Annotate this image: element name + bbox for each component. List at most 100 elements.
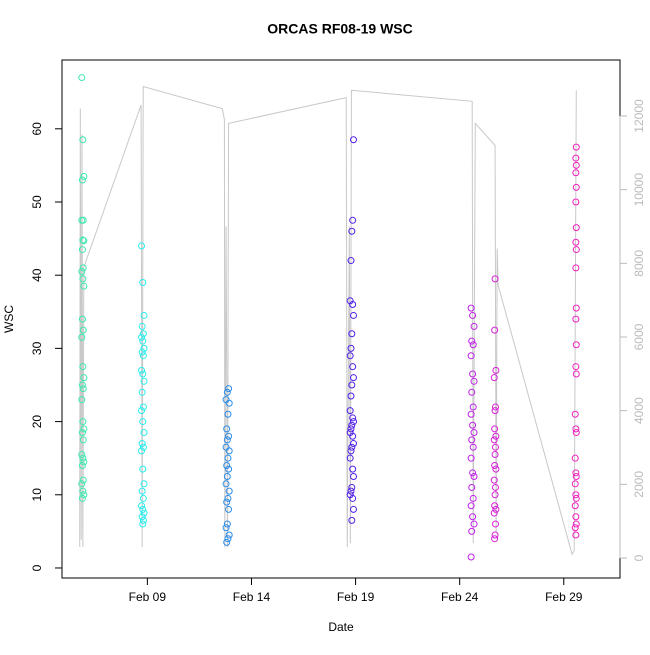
- data-point: [78, 451, 86, 459]
- data-point: [349, 418, 357, 426]
- data-point: [467, 410, 475, 418]
- data-point: [470, 429, 478, 437]
- y-tick-label: 10: [30, 488, 44, 502]
- data-point: [349, 311, 357, 319]
- data-point: [138, 513, 146, 521]
- data-point: [572, 143, 580, 151]
- data-point: [572, 491, 580, 499]
- data-point: [467, 502, 475, 510]
- data-point: [491, 483, 499, 491]
- data-point: [492, 505, 500, 513]
- data-point: [491, 451, 499, 459]
- data-point: [79, 236, 87, 244]
- data-point: [139, 418, 147, 426]
- data-point: [348, 443, 356, 451]
- data-point: [222, 480, 230, 488]
- data-point: [491, 535, 499, 543]
- data-point: [223, 461, 231, 469]
- data-point: [80, 458, 88, 466]
- y2-tick-label: 10000: [632, 173, 646, 207]
- y-tick-label: 30: [30, 341, 44, 355]
- data-point: [571, 502, 579, 510]
- data-point: [572, 315, 580, 323]
- data-point: [349, 136, 357, 144]
- data-point: [139, 494, 147, 502]
- data-point: [224, 410, 232, 418]
- data-point: [79, 363, 87, 371]
- data-point: [347, 425, 355, 433]
- data-point: [140, 377, 148, 385]
- data-point: [572, 183, 580, 191]
- data-point: [139, 443, 147, 451]
- data-point: [490, 509, 498, 517]
- data-point: [571, 480, 579, 488]
- data-point: [139, 465, 147, 473]
- data-point: [139, 352, 147, 360]
- data-point: [347, 344, 355, 352]
- data-point: [78, 268, 86, 276]
- data-point: [349, 363, 357, 371]
- data-point: [78, 480, 86, 488]
- data-point: [138, 388, 146, 396]
- y-tick-label: 50: [30, 195, 44, 209]
- y2-tick-label: 4000: [632, 397, 646, 424]
- data-point: [572, 304, 580, 312]
- data-point: [139, 403, 147, 411]
- data-point: [348, 330, 356, 338]
- data-point: [80, 237, 88, 245]
- data-point: [79, 418, 87, 426]
- y-tick-label: 20: [30, 415, 44, 429]
- data-point: [467, 352, 475, 360]
- data-point: [225, 465, 233, 473]
- x-axis-label: Date: [328, 620, 354, 634]
- data-point: [139, 330, 147, 338]
- data-point: [469, 370, 477, 378]
- data-point: [572, 246, 580, 254]
- data-point: [224, 494, 232, 502]
- data-point: [225, 432, 233, 440]
- data-point: [491, 531, 499, 539]
- data-point: [139, 337, 147, 345]
- y2-tick-label: 2000: [632, 471, 646, 498]
- data-point: [470, 377, 478, 385]
- data-point: [138, 447, 146, 455]
- data-point: [138, 366, 146, 374]
- data-point: [78, 333, 86, 341]
- data-point: [80, 282, 88, 290]
- data-point: [491, 520, 499, 528]
- data-point: [470, 472, 478, 480]
- data-point: [469, 513, 477, 521]
- data-point: [467, 454, 475, 462]
- data-point: [225, 531, 233, 539]
- data-point: [572, 494, 580, 502]
- data-point: [468, 337, 476, 345]
- data-point: [79, 264, 87, 272]
- data-point: [140, 344, 148, 352]
- data-point: [490, 476, 498, 484]
- data-point: [349, 465, 357, 473]
- data-point: [492, 432, 500, 440]
- y2-tick-label: 6000: [632, 323, 646, 350]
- data-point: [349, 432, 357, 440]
- data-point: [138, 440, 146, 448]
- data-point: [140, 480, 148, 488]
- data-point: [572, 154, 580, 162]
- data-point: [347, 257, 355, 265]
- data-point: [223, 538, 231, 546]
- data-point: [349, 216, 357, 224]
- data-point: [79, 487, 87, 495]
- data-point: [572, 198, 580, 206]
- data-point: [223, 498, 231, 506]
- data-point: [469, 443, 477, 451]
- data-point: [138, 487, 146, 495]
- data-point: [467, 304, 475, 312]
- data-point: [469, 341, 477, 349]
- data-point: [349, 440, 357, 448]
- data-point: [225, 487, 233, 495]
- data-point: [571, 524, 579, 532]
- data-point: [346, 454, 354, 462]
- y-axis-label: WSC: [2, 305, 16, 333]
- data-point: [80, 374, 88, 382]
